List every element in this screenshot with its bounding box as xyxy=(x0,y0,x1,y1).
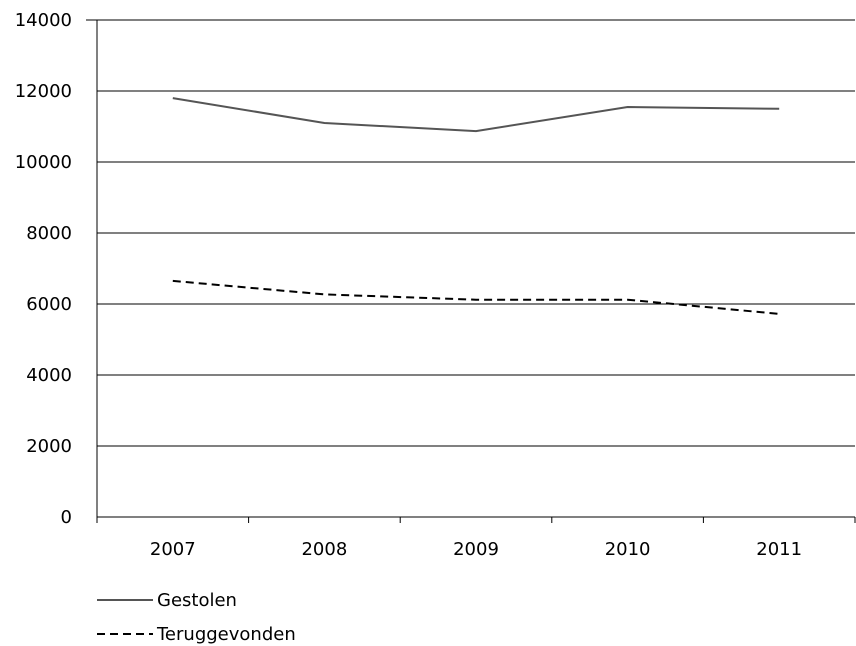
series-line-teruggevonden xyxy=(172,279,780,315)
gridlines xyxy=(97,19,855,447)
x-tick-label-2008: 2008 xyxy=(301,539,347,560)
legend-label-gestolen: Gestolen xyxy=(157,590,237,611)
x-tick-label-2007: 2007 xyxy=(150,539,196,560)
x-axis-tick-labels: 2007 2008 2009 2010 2011 xyxy=(150,539,802,560)
series-lines xyxy=(172,97,780,315)
axes xyxy=(86,19,856,523)
y-tick-label-8000: 8000 xyxy=(26,223,72,244)
x-tick-label-2010: 2010 xyxy=(605,539,651,560)
y-axis-tick-labels: 0 2000 4000 6000 8000 10000 12000 14000 xyxy=(15,10,72,528)
y-tick-label-12000: 12000 xyxy=(15,81,72,102)
y-tick-label-6000: 6000 xyxy=(26,294,72,315)
x-tick-label-2009: 2009 xyxy=(453,539,499,560)
y-tick-label-10000: 10000 xyxy=(15,152,72,173)
legend-label-teruggevonden: Teruggevonden xyxy=(156,624,296,645)
y-tick-label-4000: 4000 xyxy=(26,365,72,386)
series-line-gestolen xyxy=(172,97,780,133)
y-tick-label-14000: 14000 xyxy=(15,10,72,31)
y-tick-label-2000: 2000 xyxy=(26,436,72,457)
legend: Gestolen Teruggevonden xyxy=(97,590,296,645)
y-tick-label-0: 0 xyxy=(61,507,72,528)
x-tick-label-2011: 2011 xyxy=(756,539,802,560)
